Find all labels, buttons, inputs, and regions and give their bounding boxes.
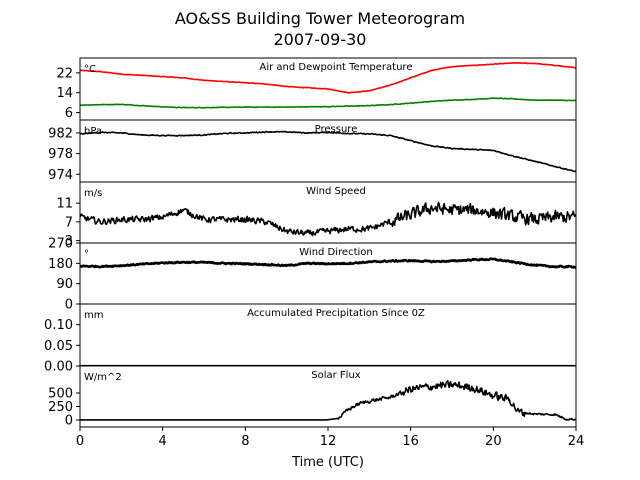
panel-4-ytick-label: 0.10: [44, 318, 73, 333]
xtick-label: 4: [159, 434, 167, 449]
panel-5-title: Solar Flux: [311, 370, 361, 381]
xtick-label: 0: [76, 434, 84, 449]
panel-4-ytick-label: 0.00: [44, 360, 73, 375]
panel-5-series-0-line: [80, 379, 576, 421]
panel-0-series-1-line: [80, 97, 576, 109]
panel-1-ytick-label: 974: [48, 168, 73, 183]
chart-subtitle: 2007-09-30: [274, 30, 367, 49]
xtick-label: 20: [485, 434, 502, 449]
panel-0: 6 14 22 °C Air and Dewpoint Temperature: [56, 57, 577, 121]
panel-3-ytick-label: 0: [65, 298, 73, 313]
xtick-label: 24: [568, 434, 585, 449]
panel-3-ytick-label: 90: [56, 277, 73, 292]
panel-3-title: Wind Direction: [299, 247, 373, 258]
panel-0-ytick-label: 14: [56, 86, 73, 101]
panel-1-series-0-line: [80, 130, 576, 173]
xtick-label: 12: [320, 434, 337, 449]
panel-5-ytick-label: 0: [65, 413, 73, 428]
panel-0-title: Air and Dewpoint Temperature: [260, 62, 413, 73]
panel-5-ytick-label: 250: [48, 400, 73, 415]
panel-1: 974 978 982 hPa Pressure: [48, 119, 577, 183]
xtick-label: 16: [402, 434, 419, 449]
panel-2-unit: m/s: [84, 188, 102, 199]
panel-2-title: Wind Speed: [306, 186, 366, 197]
x-axis: 0 4 8 12 16 20 24: [76, 427, 584, 449]
panel-1-title: Pressure: [315, 124, 358, 135]
panel-0-ytick-label: 22: [56, 66, 73, 81]
panel-4-unit: mm: [84, 310, 103, 321]
panel-3-unit: °: [84, 249, 89, 260]
panel-1-unit: hPa: [84, 126, 102, 137]
panel-5-ytick-label: 500: [48, 386, 73, 401]
panel-3: 0 90 180 270 ° Wind Direction: [48, 237, 577, 313]
panel-4-ytick-label: 0.05: [44, 339, 73, 354]
chart-title: AO&SS Building Tower Meteorogram: [175, 9, 465, 28]
panel-3-ytick-label: 270: [48, 237, 73, 252]
panel-0-unit: °C: [84, 64, 96, 75]
panel-2-ytick-label: 11: [56, 197, 73, 212]
panel-0-ytick-label: 6: [65, 106, 73, 121]
panel-3-series-0-line: [80, 257, 576, 269]
panel-1-ytick-label: 978: [48, 147, 73, 162]
panel-5-unit: W/m^2: [84, 372, 122, 383]
panel-2-series-0-line: [80, 201, 576, 237]
panel-2: 3 7 11 m/s Wind Speed: [56, 181, 577, 249]
x-axis-label: Time (UTC): [291, 455, 364, 470]
panel-0-series-0-line: [80, 61, 576, 94]
xtick-label: 8: [241, 434, 249, 449]
panel-4: 0.00 0.05 0.10 mm Accumulated Precipitation …: [44, 303, 577, 375]
panel-2-ytick-label: 3: [65, 234, 73, 249]
panel-3-ytick-label: 180: [48, 257, 73, 272]
panel-4-title: Accumulated Precipitation Since 0Z: [247, 308, 425, 319]
panel-2-ytick-label: 7: [65, 215, 73, 230]
panel-1-ytick-label: 982: [48, 126, 73, 141]
